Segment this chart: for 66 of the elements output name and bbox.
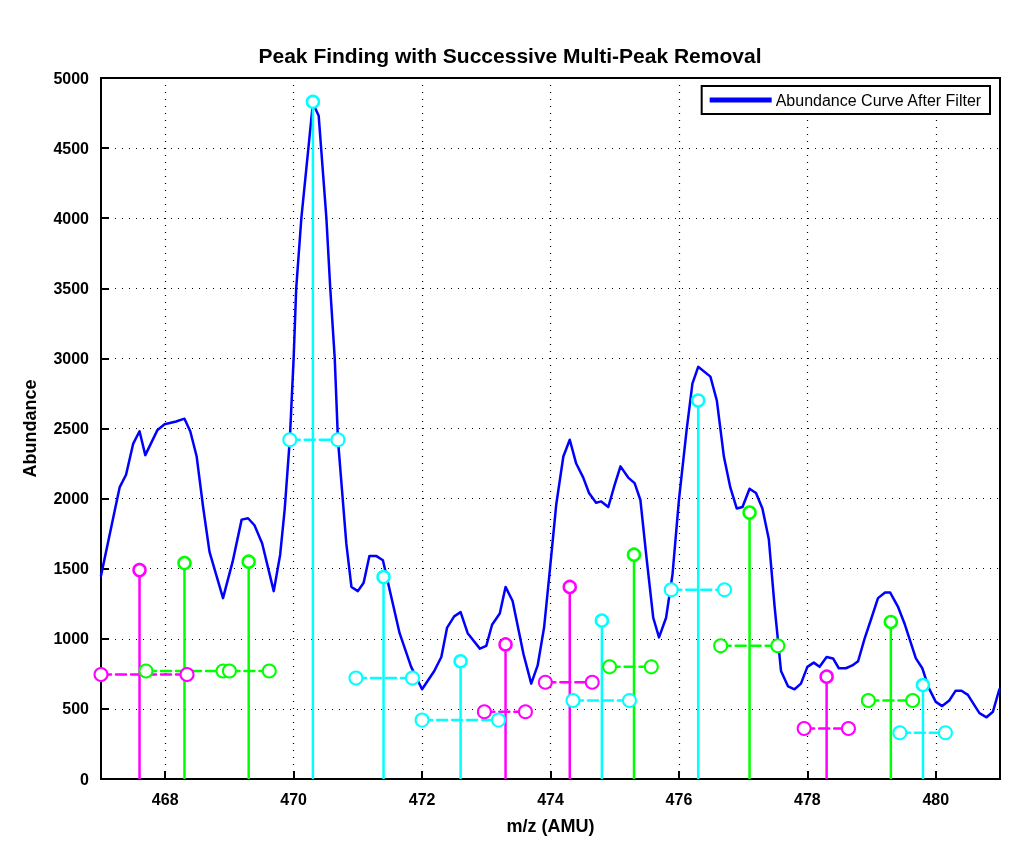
point [622,692,637,708]
x-tick-label: 470 [280,790,308,808]
legend-label: Abundance Curve After Filter [775,91,982,109]
y-tick-label: 1000 [53,630,90,648]
point [517,704,533,720]
y-tick-label: 1500 [53,560,90,578]
point [404,670,420,686]
point [498,637,513,652]
point [643,659,659,675]
point [584,674,600,690]
point [840,721,856,737]
point [132,562,147,578]
point [742,505,757,520]
point [376,569,391,585]
x-tick-label: 476 [665,790,693,808]
point [602,659,618,675]
point [562,579,578,595]
point [937,725,953,741]
y-tick-label: 4500 [53,139,90,157]
y-tick-label: 2500 [53,420,90,437]
point [717,582,733,598]
y-tick-label: 500 [62,700,90,718]
x-tick-label: 474 [537,790,564,808]
point [177,555,192,571]
point [305,94,321,110]
y-tick-label: 3500 [53,279,90,297]
point [93,667,109,683]
point [282,432,298,448]
point [537,674,553,690]
x-tick-label: 468 [151,790,179,808]
point [892,725,908,741]
point [713,638,729,654]
point [476,704,492,720]
y-tick-label: 4000 [53,209,90,227]
point [860,692,876,708]
point [348,670,364,686]
chart-title: Peak Finding with Successive Multi-Peak Removal [258,44,762,67]
point [626,547,642,562]
point [138,663,154,679]
point [690,393,706,408]
point [883,614,899,630]
point [594,613,610,628]
x-tick-label: 480 [922,790,950,808]
y-tick-label: 3000 [53,349,90,367]
point [915,677,931,693]
y-axis-title: Abundance [20,379,40,478]
point [819,669,834,684]
y-tick-label: 2000 [53,490,90,508]
point [770,638,786,654]
x-tick-label: 472 [408,790,436,808]
point [261,663,277,679]
point [330,432,346,448]
y-tick-label: 0 [80,770,90,788]
point [796,721,812,737]
x-axis-title: m/z (AMU) [506,816,595,836]
point [241,554,256,569]
y-tick-label: 5000 [53,69,90,87]
point [663,582,679,598]
point [179,667,195,683]
point [565,692,581,708]
x-tick-label: 478 [794,790,821,808]
point [414,712,430,728]
point [221,663,237,679]
point [491,712,506,728]
point [905,692,921,708]
point [453,653,468,669]
